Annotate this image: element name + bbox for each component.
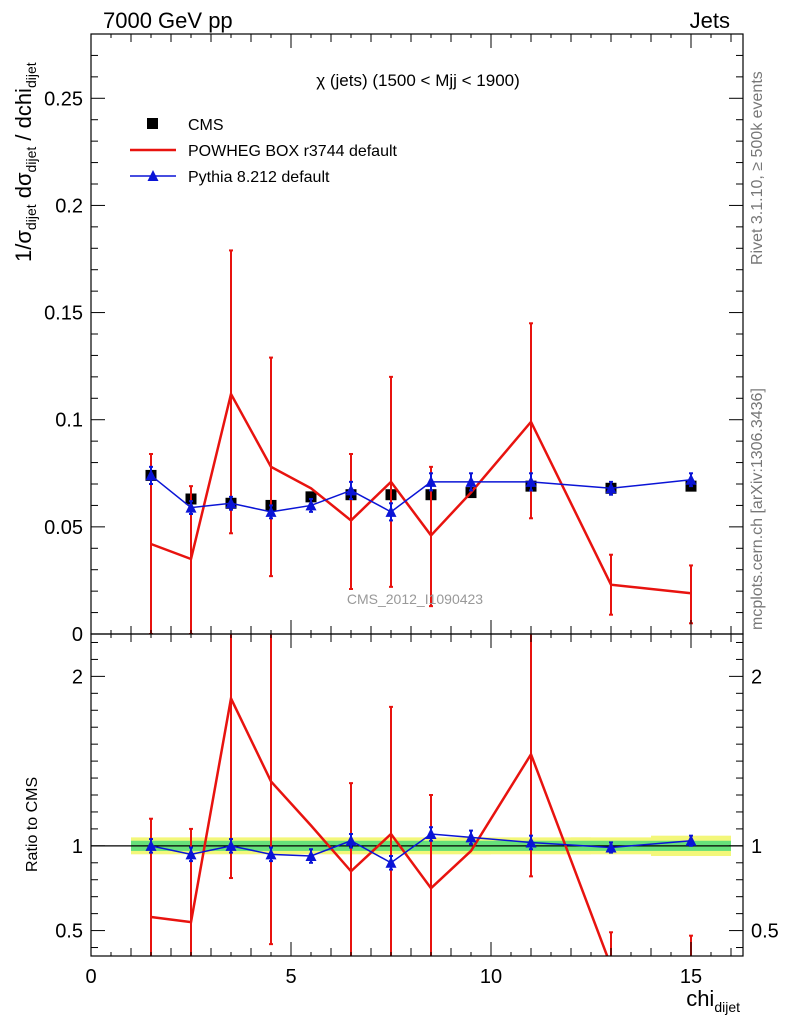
legend-powheg-label: POWHEG BOX r3744 default [188,143,398,160]
pythia-data-point [385,856,397,868]
y-tick-label: 0.05 [44,517,83,539]
pythia-data-point [605,482,617,494]
xaxis-label: chidijet [686,986,740,1015]
pythia-data-point [185,848,197,860]
pythia-data-point [345,834,357,846]
plot-frame [90,633,744,957]
legend-cms-label: CMS [188,117,224,134]
legend-pythia-label: Pythia 8.212 default [188,169,330,186]
x-tick-label: 10 [480,966,502,988]
legend-pythia-marker [147,170,159,181]
y-tick-label: 0.25 [44,88,83,110]
ratio-ylabel: Ratio to CMS [24,777,41,872]
pythia-data-point [225,497,237,509]
cms-data-point [305,491,317,503]
pythia-data-point [465,475,477,487]
pythia-line [150,474,692,513]
x-tick-label: 15 [680,966,702,988]
main-panel: 0 0.05 0.1 0.15 0.2 0.25 [44,33,744,646]
x-tick-label: 0 [85,966,96,988]
pythia-data-point [685,473,697,485]
y-tick-label-right: 0.5 [751,921,779,943]
y-tick-label: 0.2 [55,195,83,217]
y-tick-label-right: 1 [751,836,762,858]
pythia-data-point [225,839,237,851]
y-tick-label: 1 [72,836,83,858]
pythia-data-point [345,484,357,496]
ratio-panel: 0 5 10 15 0.5 0.5 1 1 2 2 [55,633,779,988]
y-tick-label-right: 2 [751,666,762,688]
legend-cms-marker [147,118,158,129]
pythia-data-point [145,839,157,851]
y-tick-label: 0.15 [44,303,83,325]
y-tick-label: 0 [72,624,83,646]
main-ylabel: 1/σdijet dσdijet / dchidijet [11,62,39,262]
pythia-data-point [605,841,617,853]
pythia-data-point [525,836,537,848]
y-tick-label: 2 [72,666,83,688]
pythia-data-point [385,505,397,517]
data-layer [145,634,697,956]
watermark: CMS_2012_I1090423 [347,591,483,607]
chart-title: χ (jets) (1500 < Mjj < 1900) [316,71,520,90]
y-tick-label: 0.5 [55,921,83,943]
pythia-data-point [685,834,697,846]
pythia-data-point [305,850,317,862]
legend: CMS POWHEG BOX r3744 default Pythia 8.21… [130,117,398,186]
pythia-data-point [425,827,437,839]
pythia-data-point [525,475,537,487]
energy-label: 7000 GeV pp [103,8,233,33]
mcplots-source-label: mcplots.cern.ch [arXiv:1306.3436] [749,388,766,630]
pythia-data-point [465,831,477,843]
pythia-data-point [305,499,317,511]
pythia-data-point [425,475,437,487]
pythia-data-point [145,469,157,481]
data-layer [145,249,697,634]
process-label: Jets [690,8,730,33]
pythia-data-point [265,505,277,517]
rivet-version-label: Rivet 3.1.10, ≥ 500k events [749,71,766,265]
y-tick-label: 0.1 [55,410,83,432]
pythia-data-point [265,848,277,860]
pythia-data-point [185,501,197,513]
pythia-line [150,833,692,864]
x-tick-label: 5 [285,966,296,988]
